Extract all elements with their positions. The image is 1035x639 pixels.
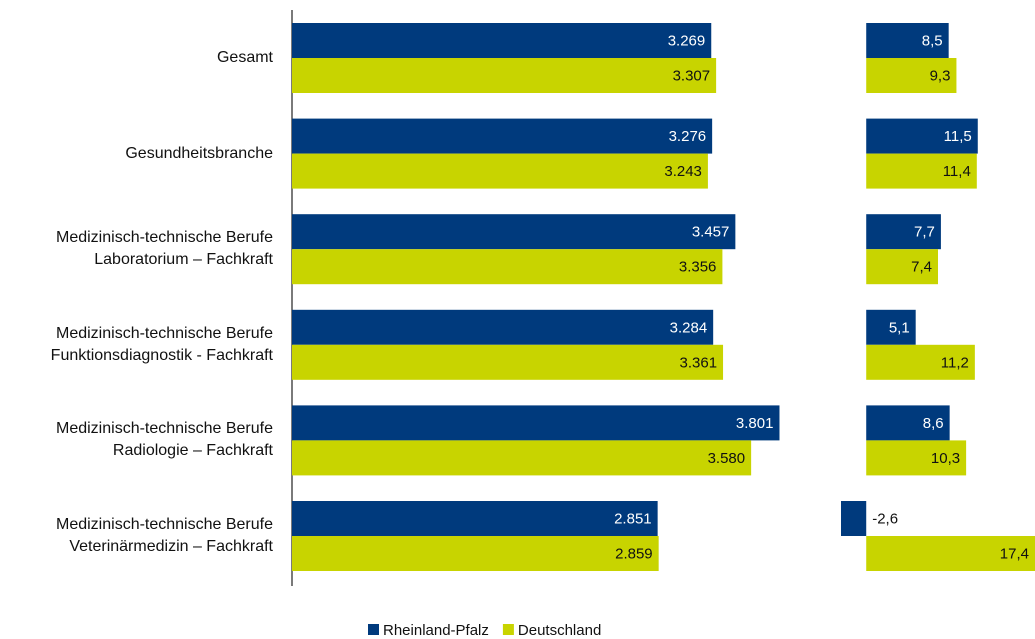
- value-label: 11,4: [943, 163, 971, 180]
- value-label: 5,1: [889, 319, 910, 336]
- bar: [866, 58, 957, 93]
- bar: [866, 440, 967, 476]
- bar: [292, 118, 713, 154]
- value-label: 8,6: [923, 415, 944, 432]
- value-label: 3.276: [669, 128, 707, 145]
- legend-swatch: [368, 624, 379, 635]
- value-label: 3.269: [668, 32, 706, 49]
- bar: [866, 23, 949, 58]
- value-label: 11,2: [941, 354, 969, 371]
- bar: [292, 501, 658, 536]
- category-label: Gesamt: [216, 49, 273, 66]
- bar: [866, 405, 950, 441]
- value-label: 3.801: [736, 415, 774, 432]
- value-label: 3.356: [679, 259, 717, 276]
- value-label: 2.859: [615, 545, 653, 562]
- legend-swatch: [502, 624, 514, 635]
- category-label: Medizinisch-technische Berufe Veterinärm…: [56, 516, 273, 555]
- legend-label: Deutschland: [518, 622, 601, 639]
- bar: [292, 23, 712, 58]
- bar: [292, 309, 714, 345]
- value-label: 3.284: [670, 319, 708, 336]
- bar: [866, 344, 975, 380]
- bar: [292, 153, 708, 189]
- legend-label: Rheinland-Pfalz: [383, 622, 489, 639]
- value-label: 2.851: [614, 510, 652, 527]
- value-label: 3.457: [692, 224, 730, 241]
- bar: [866, 309, 916, 345]
- value-label: 7,7: [914, 224, 935, 241]
- category-label: Medizinisch-technische Berufe Laboratori…: [56, 229, 273, 269]
- category-label: Gesundheitsbranche: [125, 144, 273, 162]
- bar: [866, 118, 978, 154]
- category-label: Medizinisch-technische Berufe Radiologie…: [56, 420, 273, 460]
- value-label: 3.307: [673, 67, 711, 84]
- value-label: 3.580: [708, 450, 746, 467]
- value-label: 10,3: [931, 450, 960, 467]
- bar: [292, 440, 752, 476]
- bar: [292, 58, 717, 93]
- bar: [292, 405, 780, 441]
- bar: [292, 344, 724, 380]
- value-label: 7,4: [911, 259, 932, 276]
- bar: [292, 536, 659, 571]
- category-label: Medizinisch-technische Berufe Funktionsd…: [50, 324, 273, 364]
- value-label: 11,5: [944, 128, 972, 145]
- bar: [292, 249, 723, 285]
- bar: [866, 249, 938, 285]
- value-label: 3.361: [680, 354, 718, 371]
- value-label: -2,6: [872, 510, 898, 527]
- value-label: 9,3: [930, 67, 951, 84]
- value-label: 17,4: [1000, 545, 1029, 562]
- value-label: 3.243: [664, 163, 702, 180]
- bar: [866, 536, 1035, 571]
- bar: [866, 153, 977, 189]
- bar: [866, 214, 941, 250]
- bar: [292, 214, 736, 250]
- value-label: 8,5: [922, 32, 943, 49]
- bar: [841, 501, 867, 536]
